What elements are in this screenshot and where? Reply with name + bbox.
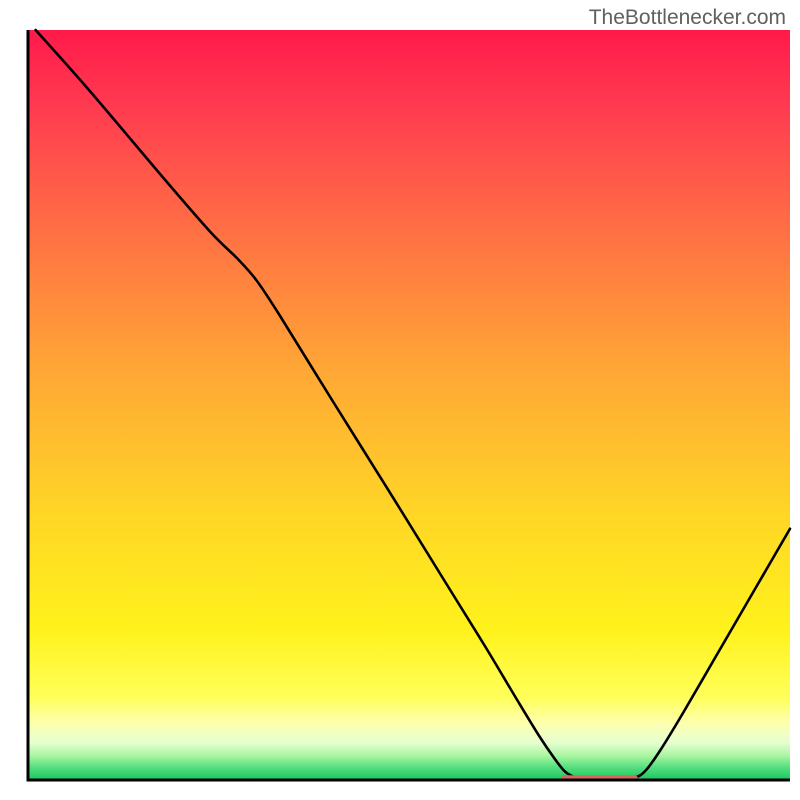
bottleneck-chart — [0, 0, 800, 800]
watermark-text: TheBottlenecker.com — [589, 6, 786, 30]
chart-background — [28, 30, 790, 780]
